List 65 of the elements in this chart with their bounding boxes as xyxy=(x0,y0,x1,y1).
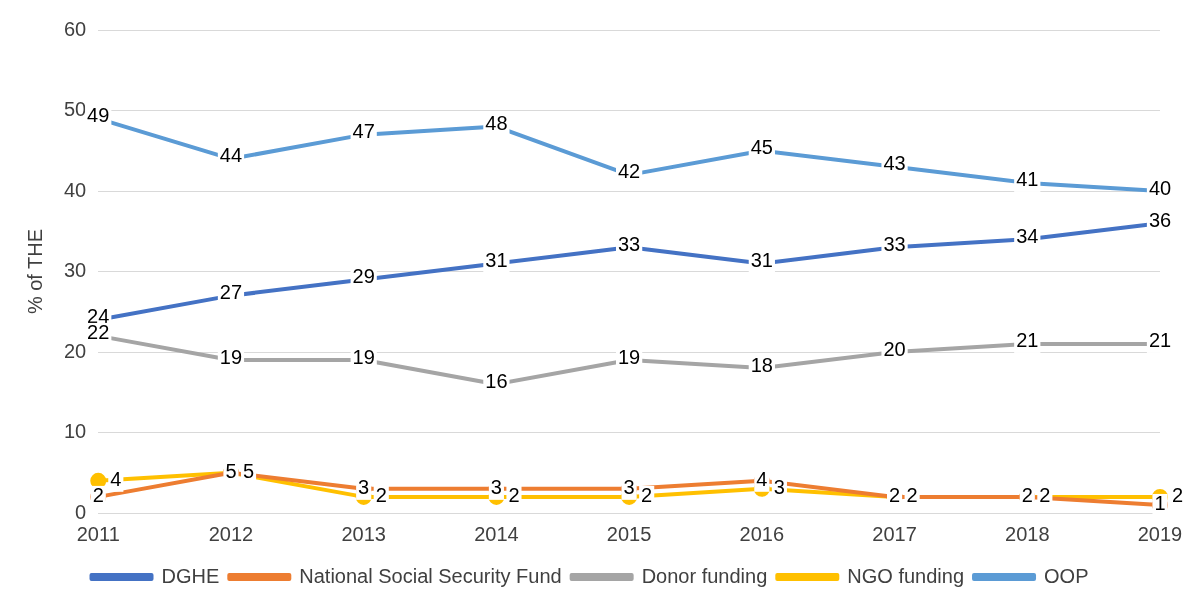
data-label: 16 xyxy=(485,369,508,392)
data-label: 18 xyxy=(750,353,773,376)
data-label: 2 xyxy=(1021,484,1033,507)
data-label: 33 xyxy=(618,232,641,255)
data-label: 21 xyxy=(1148,329,1172,352)
y-axis-title: % of THE xyxy=(23,228,46,315)
data-label: 44 xyxy=(219,144,243,167)
data-label: 2 xyxy=(1039,484,1051,507)
data-label: 34 xyxy=(1016,224,1039,247)
data-label: 40 xyxy=(1148,176,1172,199)
y-tick-label: 50 xyxy=(64,98,87,121)
y-tick-label: 30 xyxy=(64,259,87,282)
data-label: 2 xyxy=(641,484,653,507)
legend-label: National Social Security Fund xyxy=(299,564,562,587)
data-label: 42 xyxy=(618,160,641,183)
x-tick-label: 2018 xyxy=(1005,522,1050,545)
legend-label: NGO funding xyxy=(847,564,965,587)
data-label: 3 xyxy=(490,476,502,499)
data-label: 29 xyxy=(352,265,375,288)
x-tick-label: 2019 xyxy=(1137,522,1183,545)
data-label: 5 xyxy=(242,460,255,483)
data-label: 1 xyxy=(1154,492,1166,515)
x-tick-label: 2014 xyxy=(474,522,519,545)
x-tick-label: 2015 xyxy=(606,522,652,545)
y-tick-label: 40 xyxy=(64,178,87,201)
data-label: 4 xyxy=(756,468,768,491)
data-label: 2 xyxy=(92,484,104,507)
data-label: 43 xyxy=(883,152,906,175)
x-tick-label: 2013 xyxy=(341,522,386,545)
data-label: 20 xyxy=(883,337,906,360)
data-label: 19 xyxy=(618,345,641,368)
data-label: 3 xyxy=(358,476,370,499)
data-label: 45 xyxy=(750,136,773,159)
data-label: 2 xyxy=(906,484,918,507)
data-label: 21 xyxy=(1016,329,1039,352)
data-label: 49 xyxy=(87,104,110,127)
x-tick-label: 2017 xyxy=(872,522,917,545)
y-tick-label: 0 xyxy=(75,500,87,523)
data-label: 47 xyxy=(352,120,375,143)
data-label: 41 xyxy=(1016,168,1039,191)
data-label: 31 xyxy=(485,248,508,271)
data-label: 19 xyxy=(219,345,243,368)
data-label: 19 xyxy=(352,345,375,368)
data-label: 27 xyxy=(219,281,243,304)
data-label: 31 xyxy=(750,248,773,271)
data-label: 36 xyxy=(1148,208,1172,231)
data-label: 4 xyxy=(110,468,122,491)
data-label: 2 xyxy=(508,484,520,507)
data-label: 3 xyxy=(773,476,785,499)
y-tick-label: 20 xyxy=(64,339,87,362)
y-tick-label: 60 xyxy=(64,17,87,40)
y-tick-label: 10 xyxy=(64,420,87,443)
legend-label: DGHE xyxy=(161,564,220,587)
data-label: 2 xyxy=(889,484,901,507)
data-label: 3 xyxy=(623,476,635,499)
data-label: 33 xyxy=(883,232,906,255)
data-label: 48 xyxy=(485,112,508,135)
legend-label: Donor funding xyxy=(641,564,768,587)
data-label: 2 xyxy=(375,484,387,507)
x-tick-label: 2012 xyxy=(208,522,254,545)
x-tick-label: 2016 xyxy=(739,522,785,545)
data-label: 2 xyxy=(1172,484,1184,507)
legend-label: OOP xyxy=(1044,564,1089,587)
x-tick-label: 2011 xyxy=(76,522,120,545)
data-label: 5 xyxy=(225,460,237,483)
